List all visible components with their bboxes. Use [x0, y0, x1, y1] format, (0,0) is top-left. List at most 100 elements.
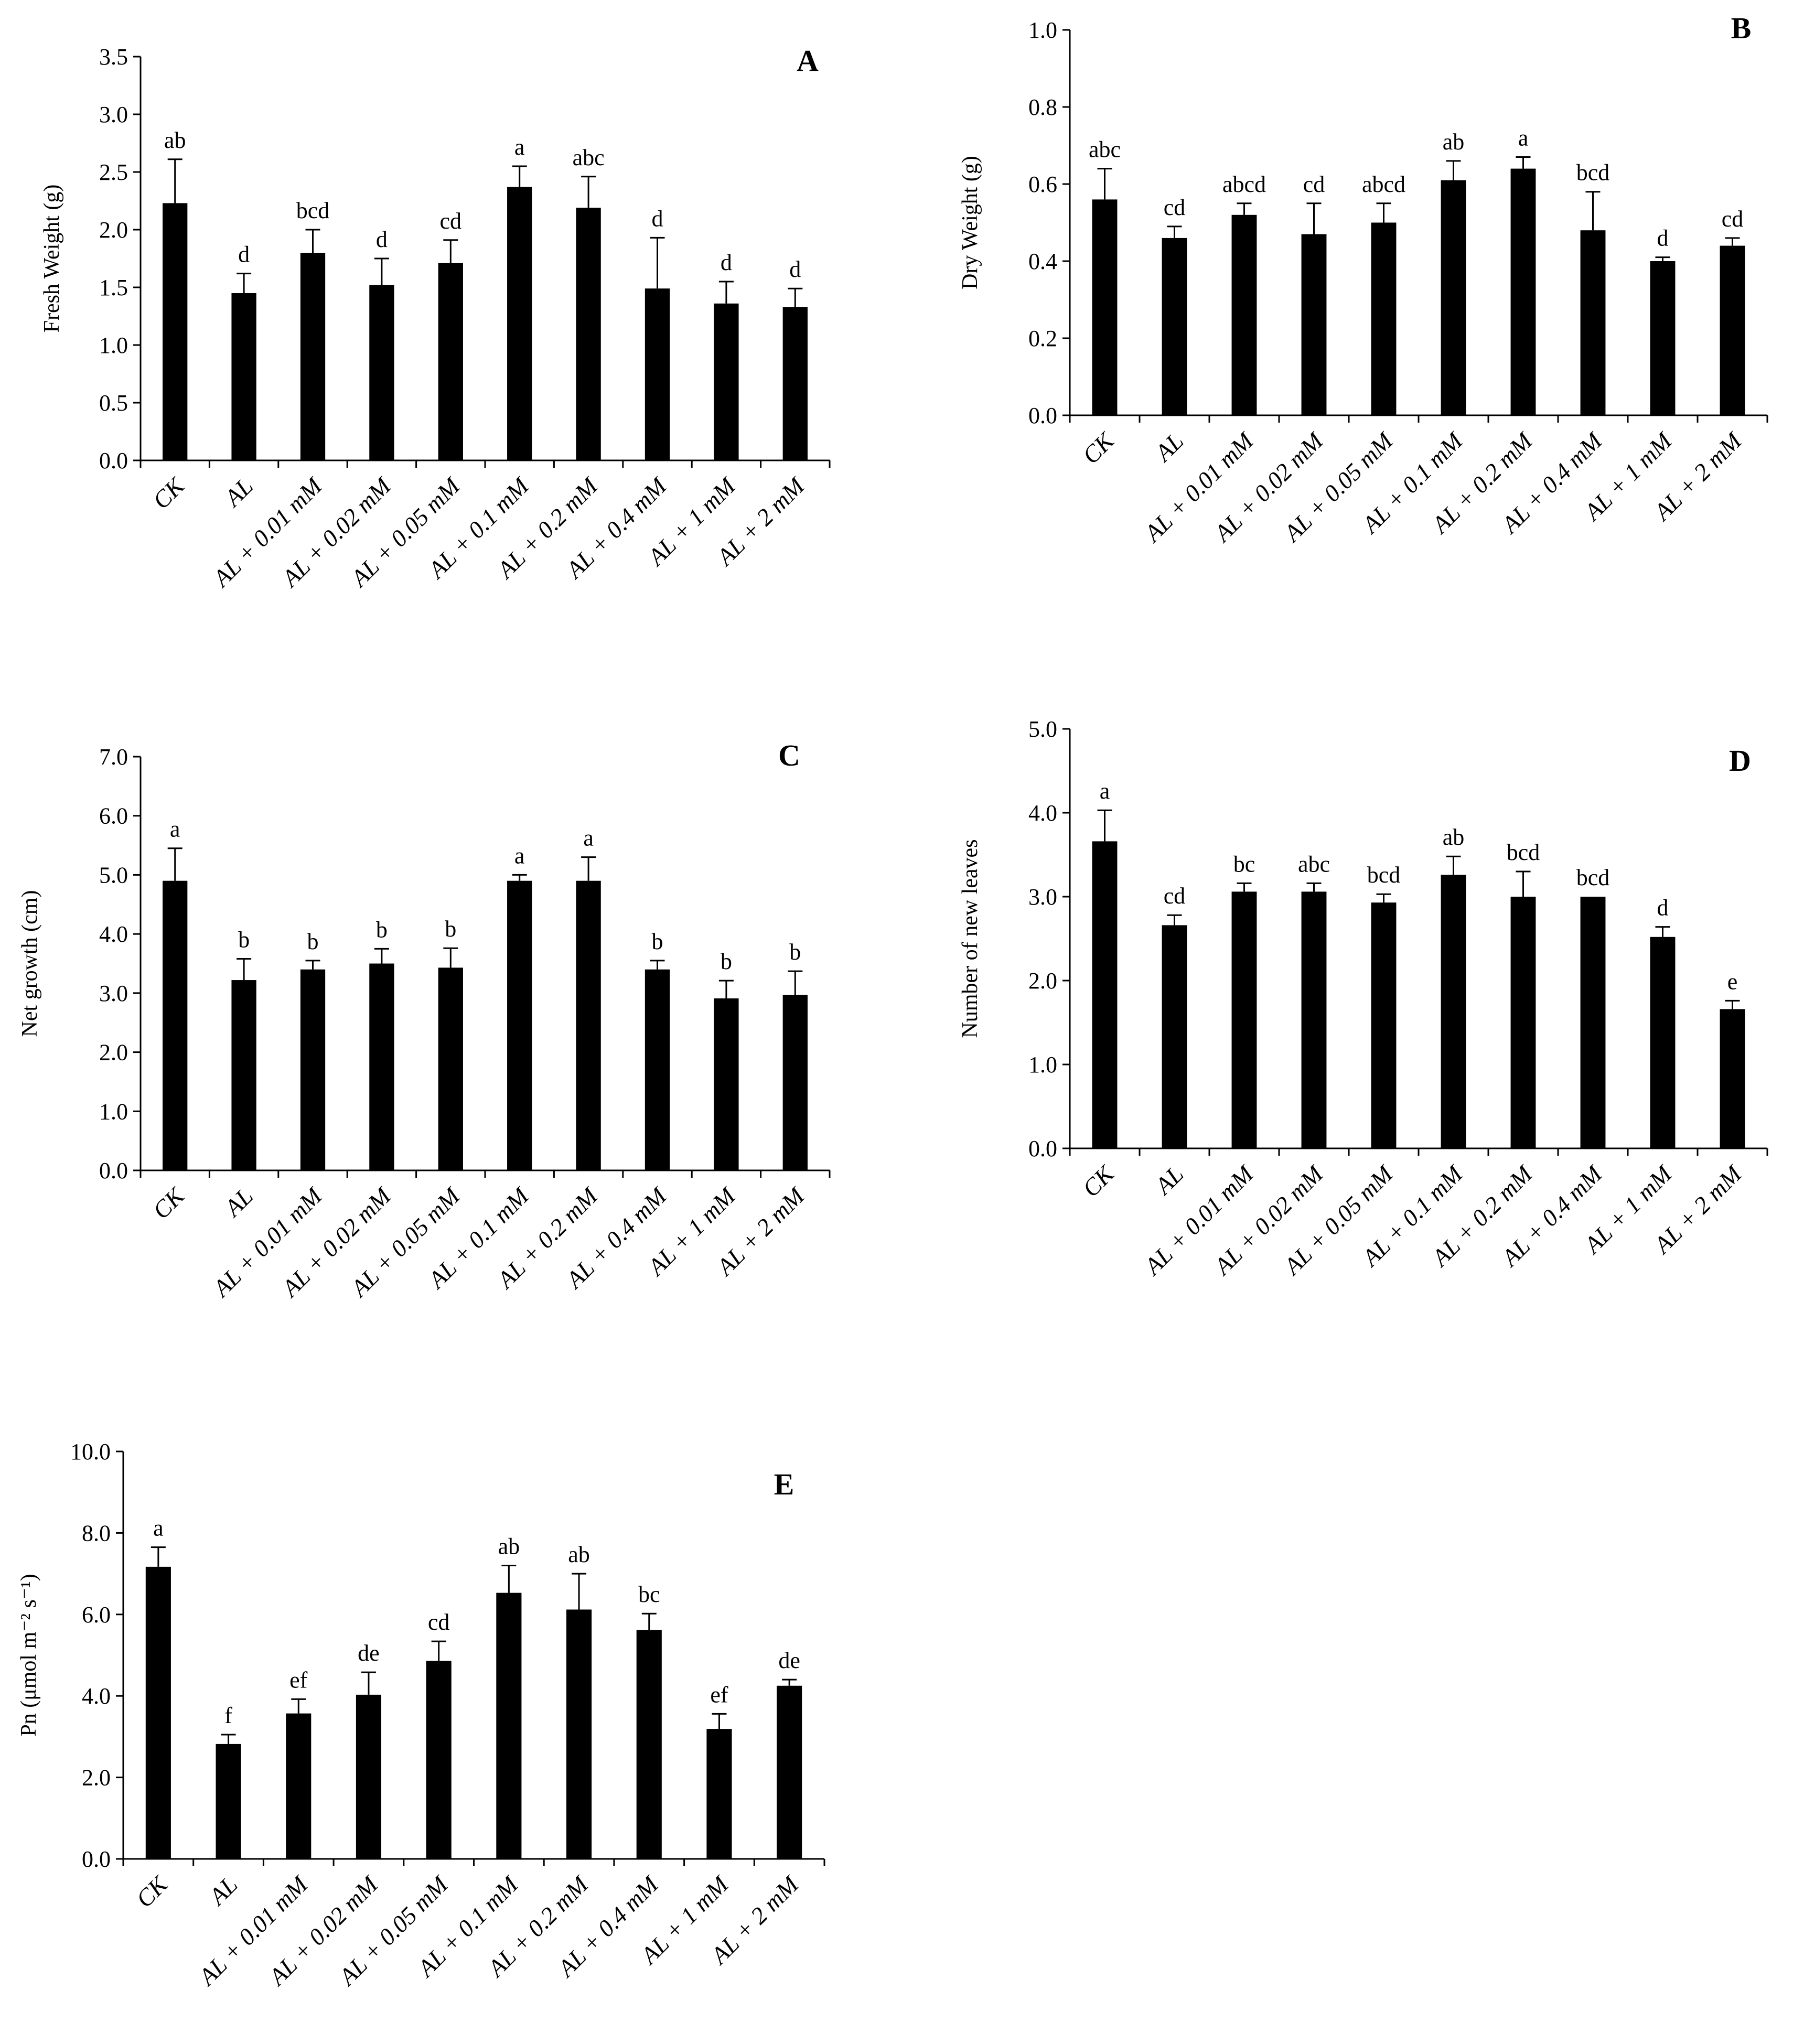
panel-c-bar	[369, 963, 394, 1170]
panel-e-category-label: CK	[131, 1870, 173, 1912]
panel-a-bar	[438, 263, 463, 460]
panel-e-y-tick-label: 2.0	[82, 1765, 111, 1791]
panel-a-y-tick-label: 0.5	[99, 390, 128, 416]
panel-d-significance-label: a	[1100, 778, 1110, 804]
panel-b-bar	[1162, 238, 1187, 415]
panel-a-bar	[782, 307, 808, 460]
panel-b-significance-label: a	[1518, 125, 1529, 151]
panel-e-y-tick-label: 10.0	[70, 1439, 111, 1465]
panel-c-y-tick-label: 1.0	[99, 1099, 128, 1124]
panel-d-significance-label: bcd	[1507, 840, 1540, 865]
panel-c-category-label: CK	[147, 1181, 190, 1224]
panel-c-bar	[231, 980, 256, 1170]
panel-b-y-tick-label: 0.6	[1028, 171, 1057, 197]
panel-b-bar	[1510, 168, 1536, 415]
panel-b-y-tick-label: 1.0	[1028, 17, 1057, 43]
panel-e-bar	[496, 1593, 522, 1859]
panel-c-bar	[576, 880, 601, 1170]
panel-e-bar	[426, 1661, 452, 1859]
panel-e-significance-label: de	[358, 1640, 380, 1666]
panel-a-significance-label: d	[721, 250, 732, 275]
panel-e-bar	[145, 1566, 171, 1859]
panel-b-significance-label: abcd	[1362, 171, 1405, 197]
panel-e-category-label: AL	[202, 1871, 242, 1911]
panel-d-bar	[1371, 902, 1397, 1148]
panel-e-significance-label: a	[153, 1515, 164, 1541]
panel-b-significance-label: abcd	[1222, 171, 1266, 197]
panel-c-bar	[163, 880, 188, 1170]
panel-a-letter: A	[797, 44, 819, 78]
panel-b-y-tick-label: 0.4	[1028, 249, 1057, 274]
panel-a-bar	[231, 293, 256, 460]
panel-b-significance-label: d	[1657, 225, 1669, 251]
panel-c-significance-label: a	[170, 816, 180, 842]
panel-a-significance-label: cd	[440, 208, 462, 234]
panel-c-significance-label: b	[376, 917, 388, 942]
panel-a-y-tick-label: 3.0	[99, 102, 128, 127]
panel-d-significance-label: bcd	[1576, 865, 1610, 890]
panel-c-y-tick-label: 7.0	[99, 744, 128, 770]
panel-d-category-label: CK	[1077, 1159, 1120, 1202]
panel-b-bar	[1720, 245, 1745, 415]
panel-c-category-label: AL	[218, 1182, 258, 1222]
panel-d-bar	[1162, 925, 1187, 1148]
panel-e-bar	[286, 1713, 312, 1859]
panel-c-bar	[782, 995, 808, 1170]
panel-c-y-tick-label: 0.0	[99, 1158, 128, 1184]
panel-e-bar	[216, 1744, 241, 1859]
panel-c-y-tick-label: 4.0	[99, 921, 128, 947]
panel-d-bar	[1441, 875, 1466, 1148]
panel-c-bar	[438, 967, 463, 1170]
panel-b-y-tick-label: 0.2	[1028, 326, 1057, 351]
panel-a-bar	[714, 303, 739, 460]
panel-c-bar	[507, 880, 532, 1170]
panel-b-letter: B	[1731, 11, 1752, 45]
panel-d-significance-label: d	[1657, 895, 1669, 921]
panel-a-y-tick-label: 1.5	[99, 275, 128, 300]
panel-b-bar	[1301, 234, 1327, 415]
panel-d-bar	[1301, 891, 1327, 1148]
panel-a-y-tick-label: 2.0	[99, 217, 128, 243]
panel-d-bar	[1092, 841, 1118, 1148]
panel-a-significance-label: ab	[164, 127, 186, 153]
panel-a-y-tick-label: 0.0	[99, 448, 128, 474]
panel-a-bar	[576, 208, 601, 460]
panel-a-significance-label: d	[652, 206, 663, 231]
panel-d-letter: D	[1729, 744, 1751, 778]
panel-c-y-tick-label: 5.0	[99, 862, 128, 888]
panel-b-bar	[1580, 230, 1606, 415]
panel-b-category-label: CK	[1077, 426, 1120, 469]
panel-e-bar	[636, 1630, 662, 1859]
panel-c-y-tick-label: 3.0	[99, 981, 128, 1006]
panel-c-significance-label: a	[583, 825, 594, 851]
panel-a-bar	[507, 187, 532, 461]
panel-c-significance-label: b	[721, 949, 732, 974]
panel-b-significance-label: cd	[1722, 206, 1744, 232]
panel-b-significance-label: cd	[1164, 195, 1186, 220]
panel-d-significance-label: abc	[1298, 851, 1330, 877]
panel-b-y-tick-label: 0.8	[1028, 94, 1057, 120]
panel-d-y-tick-label: 0.0	[1028, 1136, 1057, 1161]
panel-b-bar	[1650, 261, 1676, 415]
panel-d-y-axis-title: Number of new leaves	[958, 839, 982, 1038]
panel-e-significance-label: de	[778, 1648, 800, 1673]
panel-b-significance-label: abc	[1089, 137, 1121, 163]
panel-b-bar	[1371, 222, 1397, 415]
panel-d-significance-label: bc	[1233, 851, 1255, 877]
panel-d-significance-label: ab	[1443, 824, 1465, 850]
panel-d-y-tick-label: 5.0	[1028, 716, 1057, 742]
panel-c-bar	[714, 998, 739, 1170]
panel-a-significance-label: abc	[573, 145, 605, 170]
panel-e-bar	[356, 1694, 382, 1859]
panel-e-significance-label: ef	[710, 1682, 728, 1707]
panel-c-bar	[645, 969, 670, 1170]
panel-d-y-tick-label: 4.0	[1028, 800, 1057, 826]
panel-c-y-tick-label: 2.0	[99, 1040, 128, 1066]
panel-d-bar	[1650, 937, 1676, 1148]
panel-a-significance-label: a	[514, 134, 525, 160]
